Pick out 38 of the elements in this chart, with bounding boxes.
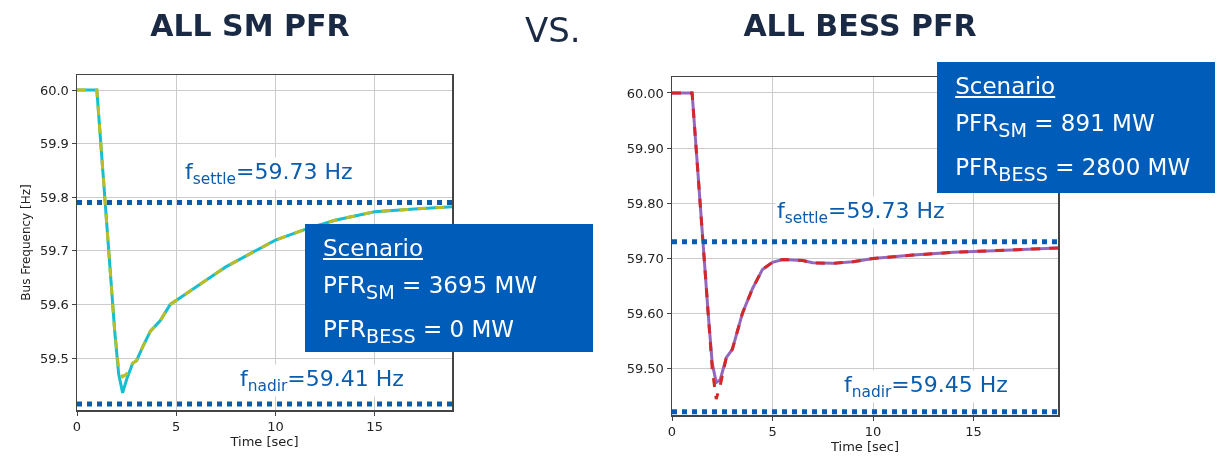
text-box: Scenario PFR$_{SM}$ = 891 MW PFR$_{BESS}$ = 2800 MW <box>937 62 1216 193</box>
annotation: PFR$_{BESS}$ = 0 MW <box>323 314 516 350</box>
y-tick-label: 59.9 <box>39 136 69 152</box>
annotation: Scenario <box>955 73 1056 100</box>
annotation: f$_{nadir}$=59.41 Hz <box>240 366 404 395</box>
y-tick-label: 59.60 <box>626 306 664 322</box>
text: VS. <box>525 10 581 50</box>
x-tick-label: 15 <box>965 424 982 440</box>
y-tick-label: 59.6 <box>39 296 69 312</box>
x-axis-title: Time [sec] <box>229 434 299 450</box>
y-tick-label: 60.0 <box>39 82 69 98</box>
annotation: PFR$_{BESS}$ = 2800 MW <box>955 152 1192 188</box>
y-tick-label: 59.8 <box>39 189 69 205</box>
x-tick-label: 0 <box>667 424 677 440</box>
y-tick-label: 59.7 <box>39 243 69 259</box>
annotation: f$_{settle}$=59.73 Hz <box>777 198 945 227</box>
y-tick-label: 60.00 <box>626 85 664 101</box>
annotation: f$_{nadir}$=59.45 Hz <box>844 372 1008 401</box>
y-tick-label: 59.5 <box>39 350 69 366</box>
annotation: PFR$_{SM}$ = 3695 MW <box>323 271 539 306</box>
x-tick-label: 5 <box>172 419 181 435</box>
x-tick-label: 10 <box>267 419 284 435</box>
x-tick-label: 0 <box>72 419 82 435</box>
annotation: Scenario <box>323 235 423 262</box>
x-axis-title: Time [sec] <box>829 439 900 455</box>
y-axis-title: Bus Frequency [Hz] <box>19 184 34 301</box>
x-tick-label: 5 <box>768 424 777 440</box>
y-tick-label: 59.90 <box>626 140 664 156</box>
y-tick-label: 59.50 <box>626 361 664 377</box>
annotation: f$_{settle}$=59.73 Hz <box>185 159 353 188</box>
chart-title: ALL BESS PFR <box>743 7 977 43</box>
annotation: PFR$_{SM}$ = 891 MW <box>955 109 1156 144</box>
y-tick-label: 59.70 <box>626 250 664 266</box>
y-tick-label: 59.80 <box>626 195 664 211</box>
chart-title: ALL SM PFR <box>150 7 350 43</box>
text-box: Scenario PFR$_{SM}$ = 3695 MW PFR$_{BESS}$ = 0 MW <box>305 224 593 353</box>
x-tick-label: 15 <box>366 419 383 435</box>
x-tick-label: 10 <box>864 424 882 440</box>
